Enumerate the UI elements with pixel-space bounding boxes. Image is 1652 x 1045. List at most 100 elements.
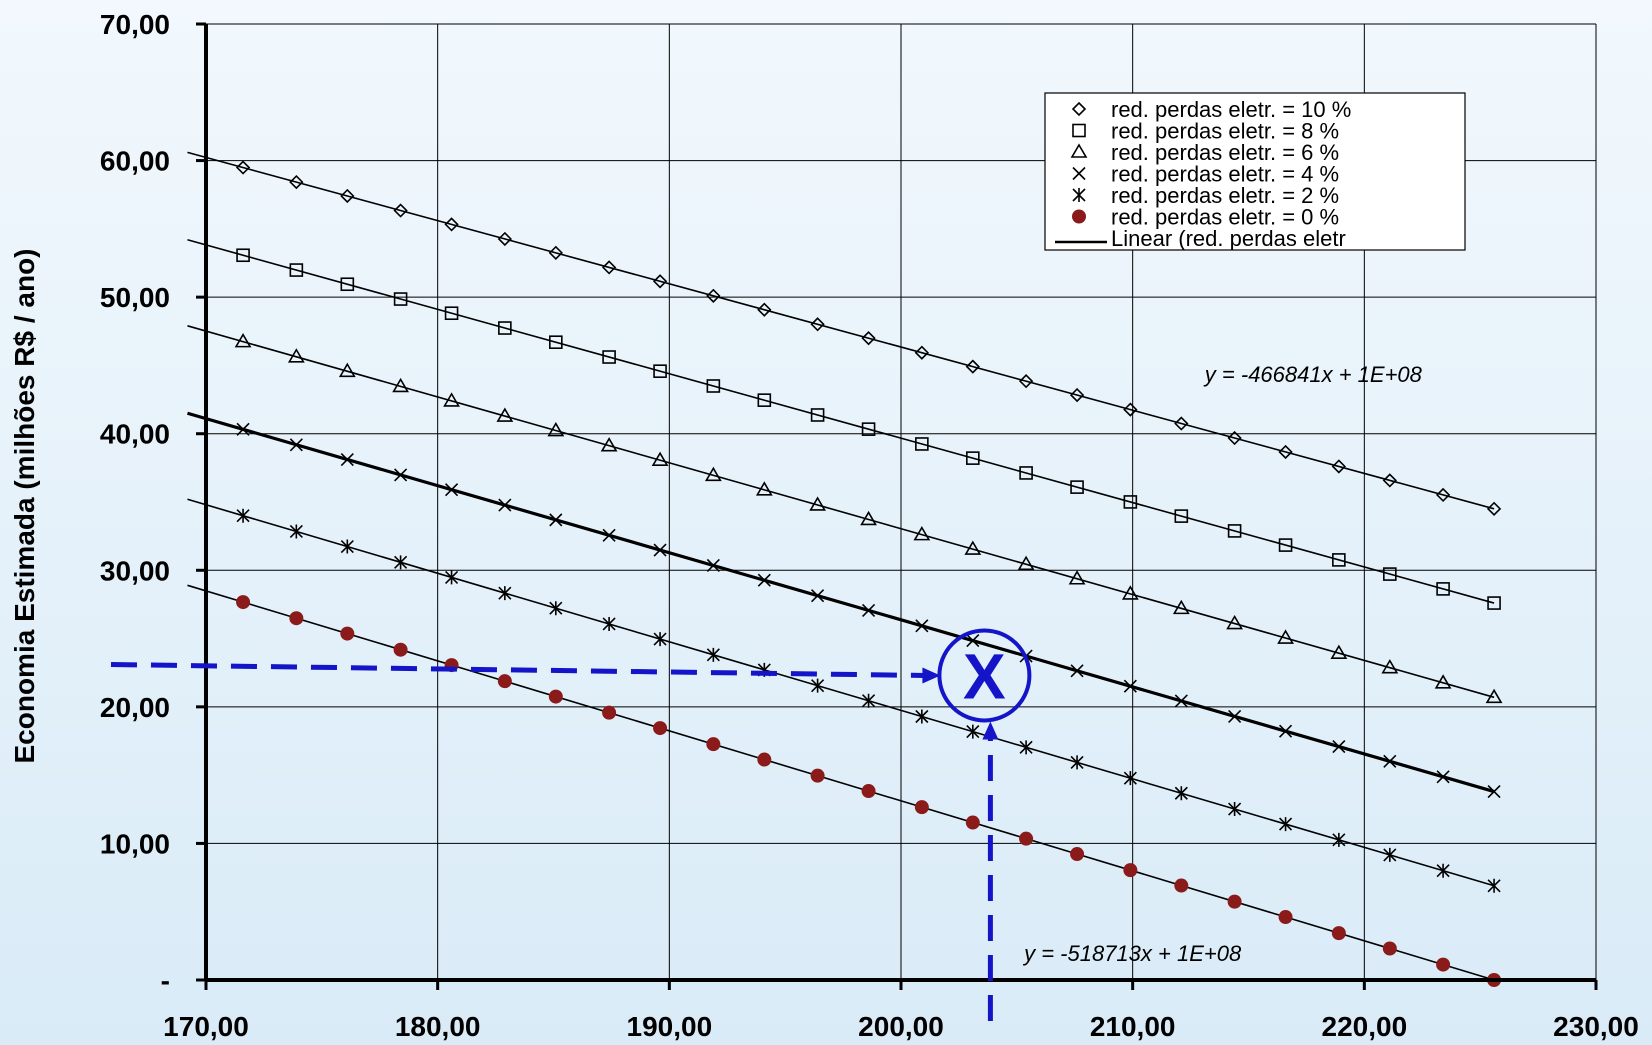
- data-point: [234, 333, 252, 348]
- data-point: [757, 573, 771, 587]
- data-point: [915, 619, 929, 633]
- x-tick-label: 220,00: [1322, 1011, 1408, 1042]
- tick-labels: 170,00 180,00 190,00 200,00 210,00 220,00 230,…: [100, 9, 1639, 1042]
- y-tick-label: 50,00: [100, 282, 170, 313]
- data-point: [443, 392, 460, 407]
- data-point: [1383, 754, 1397, 768]
- data-point: [289, 524, 303, 539]
- annotations: y = -466841x + 1E+08 y = -518713x + 1E+08: [1022, 362, 1423, 966]
- data-point: [1381, 659, 1399, 674]
- highlight-x: X: [110, 628, 1032, 1021]
- data-point: [757, 752, 772, 767]
- data-point: [289, 438, 303, 452]
- data-point: [1123, 402, 1138, 417]
- data-point: [809, 496, 826, 511]
- data-point: [811, 589, 825, 603]
- data-point: [1123, 495, 1138, 509]
- legend-entry: red. perdas eletr. = 2 %: [1111, 183, 1339, 208]
- data-point: [706, 379, 721, 393]
- arrow-head-right: [922, 667, 941, 684]
- data-point: [915, 437, 929, 451]
- data-point: [1227, 894, 1242, 909]
- data-point: [1069, 387, 1085, 403]
- data-point: [394, 555, 408, 570]
- data-point: [862, 603, 876, 617]
- data-point: [1019, 466, 1033, 480]
- data-point: [602, 705, 617, 720]
- data-point: [1228, 709, 1242, 723]
- data-point: [497, 231, 512, 247]
- data-point: [914, 800, 929, 815]
- legend-entry-trendline: Linear (red. perdas eletr: [1111, 226, 1346, 251]
- data-point: [757, 393, 772, 407]
- data-point: [1383, 847, 1397, 862]
- data-point: [235, 160, 251, 175]
- data-point: [393, 642, 408, 657]
- data-point: [548, 245, 563, 260]
- data-point: [1332, 832, 1346, 847]
- data-point: [1174, 694, 1188, 708]
- data-point: [1332, 553, 1346, 567]
- legend-marker: [1071, 101, 1087, 117]
- data-point: [810, 768, 825, 783]
- data-point: [1485, 688, 1503, 704]
- data-point: [1070, 664, 1084, 678]
- data-point: [862, 693, 876, 708]
- data-point: [445, 483, 459, 497]
- data-point: [653, 543, 667, 557]
- data-point: [914, 345, 929, 360]
- data-point: [861, 331, 876, 346]
- data-point: [602, 350, 616, 364]
- x-tick-label: 230,00: [1553, 1011, 1639, 1042]
- y-tick-label: 60,00: [100, 146, 170, 177]
- data-point: [549, 335, 563, 349]
- data-point: [1279, 724, 1293, 738]
- data-point: [444, 217, 459, 232]
- data-point: [1019, 831, 1034, 846]
- data-point: [1017, 555, 1035, 571]
- data-point: [915, 709, 929, 724]
- data-point: [236, 595, 251, 610]
- data-point: [1277, 629, 1294, 644]
- data-point: [1331, 926, 1346, 941]
- data-point: [1121, 585, 1139, 600]
- highlight-label: X: [963, 640, 1006, 712]
- data-point: [965, 359, 980, 374]
- x-tick-label: 190,00: [627, 1011, 713, 1042]
- data-point: [1123, 863, 1138, 878]
- data-point: [340, 452, 354, 467]
- data-point: [966, 724, 980, 739]
- data-point: [1174, 509, 1189, 523]
- data-point: [1436, 770, 1450, 784]
- data-point: [1435, 487, 1451, 503]
- data-point: [1019, 740, 1033, 755]
- legend-entry: red. perdas eletr. = 0 %: [1111, 205, 1339, 230]
- data-point: [498, 498, 512, 512]
- trendline: [187, 239, 1495, 604]
- data-point: [1070, 847, 1085, 862]
- data-point: [964, 540, 982, 555]
- y-tick-label: 10,00: [100, 828, 170, 859]
- data-point: [706, 558, 720, 573]
- data-point: [549, 513, 563, 527]
- data-point: [547, 421, 565, 437]
- legend-entry: red. perdas eletr. = 6 %: [1111, 140, 1339, 165]
- data-point: [706, 288, 721, 303]
- data-point: [497, 674, 512, 689]
- data-point: [1174, 878, 1189, 893]
- data-point: [1018, 374, 1034, 389]
- legend-marker: [1072, 188, 1086, 202]
- data-point: [602, 616, 616, 631]
- legend-marker: [1072, 123, 1086, 138]
- data-point: [1278, 538, 1293, 552]
- y-axis-label: Economia Estimada (milhões R$ / ano): [9, 248, 40, 763]
- x-tick-label: 210,00: [1090, 1011, 1176, 1042]
- highlight-circle: [937, 628, 1032, 723]
- data-markers: [234, 160, 1503, 987]
- data-point: [1174, 786, 1188, 801]
- data-point: [549, 601, 563, 616]
- data-point: [338, 362, 356, 378]
- y-tick-label: 40,00: [100, 419, 170, 450]
- data-point: [1383, 567, 1397, 581]
- legend-marker: [1070, 143, 1088, 158]
